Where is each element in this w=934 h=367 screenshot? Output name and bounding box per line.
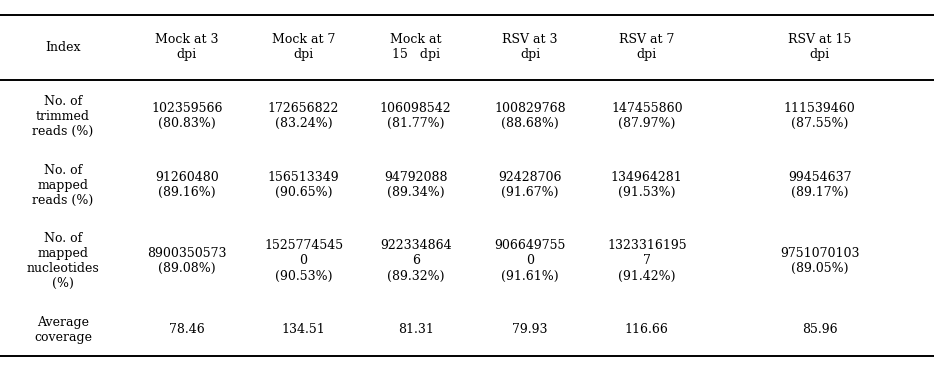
Text: Mock at 3
dpi: Mock at 3 dpi <box>155 33 219 61</box>
Text: No. of
mapped
reads (%): No. of mapped reads (%) <box>33 164 93 207</box>
Text: No. of
trimmed
reads (%): No. of trimmed reads (%) <box>33 95 93 138</box>
Text: RSV at 7
dpi: RSV at 7 dpi <box>619 33 674 61</box>
Text: 134.51: 134.51 <box>282 323 325 337</box>
Text: 134964281
(91.53%): 134964281 (91.53%) <box>611 171 683 199</box>
Text: 116.66: 116.66 <box>625 323 669 337</box>
Text: 99454637
(89.17%): 99454637 (89.17%) <box>788 171 851 199</box>
Text: 172656822
(83.24%): 172656822 (83.24%) <box>268 102 339 130</box>
Text: RSV at 3
dpi: RSV at 3 dpi <box>502 33 558 61</box>
Text: 106098542
(81.77%): 106098542 (81.77%) <box>380 102 451 130</box>
Text: 8900350573
(89.08%): 8900350573 (89.08%) <box>147 247 227 275</box>
Text: 1323316195
7
(91.42%): 1323316195 7 (91.42%) <box>607 240 686 283</box>
Text: 922334864
6
(89.32%): 922334864 6 (89.32%) <box>380 240 451 283</box>
Text: 92428706
(91.67%): 92428706 (91.67%) <box>499 171 561 199</box>
Text: 1525774545
0
(90.53%): 1525774545 0 (90.53%) <box>264 240 343 283</box>
Text: 81.31: 81.31 <box>398 323 433 337</box>
Text: 111539460
(87.55%): 111539460 (87.55%) <box>784 102 856 130</box>
Text: Index: Index <box>45 41 81 54</box>
Text: 906649755
0
(91.61%): 906649755 0 (91.61%) <box>494 240 566 283</box>
Text: RSV at 15
dpi: RSV at 15 dpi <box>788 33 851 61</box>
Text: 9751070103
(89.05%): 9751070103 (89.05%) <box>780 247 859 275</box>
Text: 85.96: 85.96 <box>801 323 838 337</box>
Text: Mock at 7
dpi: Mock at 7 dpi <box>272 33 335 61</box>
Text: No. of
mapped
nucleotides
(%): No. of mapped nucleotides (%) <box>27 232 99 290</box>
Text: 91260480
(89.16%): 91260480 (89.16%) <box>155 171 219 199</box>
Text: 78.46: 78.46 <box>169 323 205 337</box>
Text: 94792088
(89.34%): 94792088 (89.34%) <box>384 171 447 199</box>
Text: Mock at
15   dpi: Mock at 15 dpi <box>389 33 442 61</box>
Text: 100829768
(88.68%): 100829768 (88.68%) <box>494 102 566 130</box>
Text: 79.93: 79.93 <box>512 323 548 337</box>
Text: 147455860
(87.97%): 147455860 (87.97%) <box>611 102 683 130</box>
Text: 102359566
(80.83%): 102359566 (80.83%) <box>151 102 222 130</box>
Text: Average
coverage: Average coverage <box>34 316 92 344</box>
Text: 156513349
(90.65%): 156513349 (90.65%) <box>268 171 339 199</box>
